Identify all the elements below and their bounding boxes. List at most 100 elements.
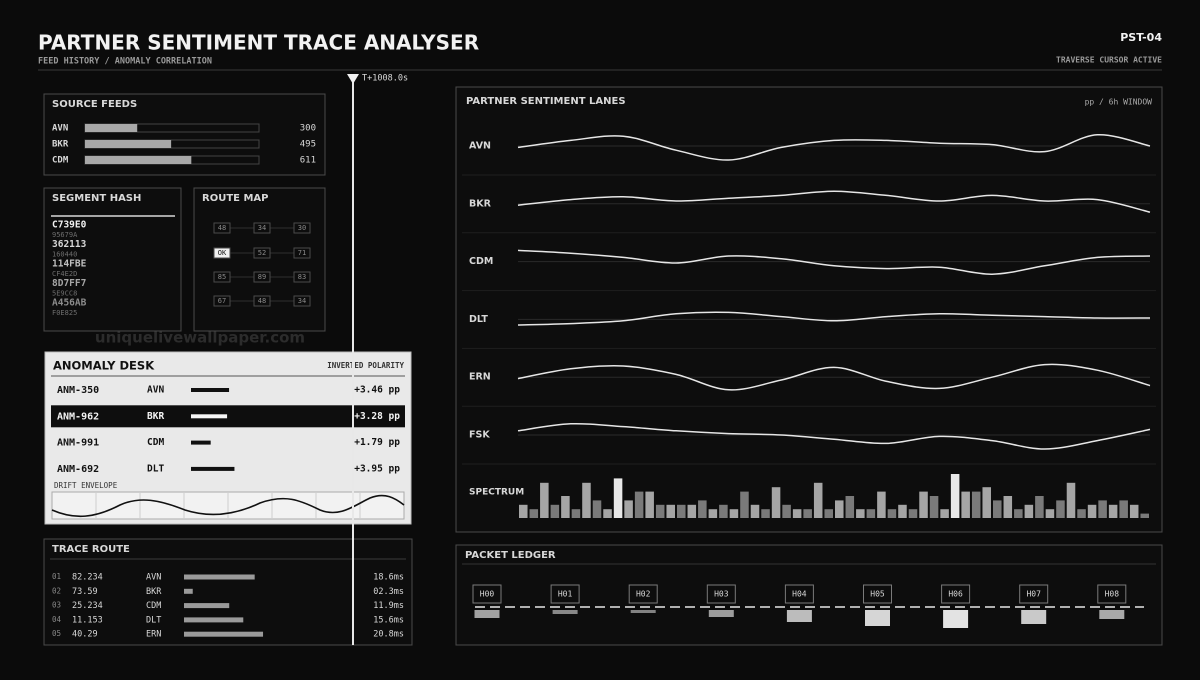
anomaly-bar — [191, 414, 228, 419]
trace-route-panel — [43, 538, 413, 646]
spectrum-bar — [603, 509, 612, 518]
page-subtitle: FEED HISTORY / ANOMALY CORRELATION — [38, 57, 212, 67]
feed-bar — [85, 156, 192, 164]
route-node — [213, 271, 231, 283]
selected-row — [51, 405, 405, 428]
trace-feed: ERN — [146, 630, 161, 640]
spectrum-bar — [592, 500, 602, 518]
legend-label: AVN — [469, 141, 491, 152]
hash-sub: CF4E2D — [52, 270, 77, 278]
hash-sub: 95679A — [52, 231, 78, 239]
ledger-bar — [865, 610, 890, 626]
drift-grid — [95, 492, 361, 519]
anomaly-feed: BKR — [147, 411, 164, 422]
spectrum-bar — [708, 509, 718, 518]
drift-label: DRIFT ENVELOPE — [54, 481, 118, 490]
spectrum-bar — [666, 504, 675, 518]
route-value: 89 — [258, 273, 266, 281]
spectrum-bar — [982, 487, 991, 518]
spectrum-bar — [613, 478, 623, 518]
cursor-label: T+1008.0s — [362, 74, 408, 84]
spectrum-bar — [971, 491, 981, 518]
content: AVN 300 BKR 495 CDM 611 C739E095679A3621131604… — [51, 123, 1156, 640]
lane-line — [517, 311, 1151, 326]
ledger-label: H04 — [792, 590, 807, 599]
trace-latency: 18.6ms — [373, 573, 404, 583]
hash-code: 114FBE — [52, 259, 87, 270]
anomaly-value: +3.28 pp — [354, 411, 400, 422]
trace-feed: CDM — [146, 601, 161, 611]
spectrum-bar — [877, 491, 886, 518]
status: TRAVERSE CURSOR ACTIVE — [1056, 56, 1162, 65]
spectrum-bar — [519, 504, 528, 518]
spectrum-bar — [655, 504, 665, 518]
trace-feed: DLT — [146, 615, 161, 625]
route-node — [253, 247, 271, 259]
panel-title: PACKET LEDGER — [465, 550, 556, 561]
panel-title: ANOMALY DESK — [53, 359, 155, 373]
panel-tag: INVERTED POLARITY — [327, 361, 404, 370]
route-node — [293, 271, 311, 283]
ledger-node — [550, 584, 580, 604]
spectrum-bar — [761, 509, 770, 518]
hash-code: C739E0 — [52, 220, 87, 231]
drift-wave — [51, 494, 405, 518]
route-value: 34 — [258, 224, 266, 232]
trace-index: 03 — [52, 601, 61, 610]
ledger-label: H03 — [714, 590, 729, 599]
ledger-node — [941, 584, 971, 604]
anomaly-id: ANM-692 — [57, 464, 99, 475]
spectrum-bar — [771, 487, 781, 518]
ledger-bar — [708, 610, 734, 617]
spectrum-bar — [835, 500, 844, 518]
spectrum-bar — [856, 509, 865, 518]
route-node — [293, 247, 311, 259]
trace-value: 40.29 — [72, 630, 98, 640]
feed-bar — [85, 124, 138, 132]
panel-title: TRACE ROUTE — [52, 544, 130, 555]
ledger-node — [628, 584, 658, 604]
spectrum-bar — [1056, 500, 1065, 518]
spectrum-bar — [687, 504, 697, 518]
feed-label: BKR — [52, 140, 69, 150]
trace-bar — [184, 631, 264, 637]
ledger-bar — [630, 610, 656, 613]
route-node — [213, 247, 231, 259]
hash-code: 362113 — [52, 239, 87, 250]
spectrum-bar — [803, 509, 812, 518]
trace-bar — [184, 603, 230, 609]
spectrum-bar — [1129, 504, 1139, 518]
hash-code: 8D7FF7 — [52, 278, 86, 289]
ledger-bar — [474, 610, 500, 618]
spectrum-bar — [845, 496, 855, 518]
spectrum-bar — [961, 491, 970, 518]
trace-latency: 11.9ms — [373, 601, 404, 611]
trace-value: 25.234 — [72, 601, 103, 611]
spectrum-bar — [1108, 504, 1118, 518]
trace-latency: 02.3ms — [373, 587, 404, 597]
hash-sub: F0E825 — [52, 309, 77, 317]
feed-label: AVN — [52, 124, 68, 134]
spectrum-bar — [1066, 482, 1076, 518]
route-node — [253, 222, 271, 234]
spectrum-bar — [729, 509, 739, 518]
spectrum-bar — [1003, 496, 1013, 518]
panel-title: ROUTE MAP — [202, 193, 268, 204]
trace-index: 02 — [52, 586, 61, 595]
spectrum-bar — [540, 482, 549, 518]
spectrum-bar — [1119, 500, 1128, 518]
watermark: uniquelivewallpaper.com — [95, 329, 305, 347]
page-code: PST-04 — [1120, 31, 1162, 44]
cursor-marker — [347, 74, 359, 84]
route-value: 52 — [258, 249, 266, 257]
ledger-bar — [1099, 610, 1125, 619]
lane-line — [517, 422, 1151, 450]
spectrum-bar — [719, 504, 728, 518]
spectrum-bar — [698, 500, 707, 518]
ledger-label: H07 — [1026, 590, 1041, 599]
trace-bar — [184, 617, 244, 623]
anomaly-feed: AVN — [147, 385, 164, 396]
lane-line — [517, 134, 1151, 161]
anomaly-id: ANM-991 — [57, 438, 99, 449]
spectrum-bar — [940, 509, 949, 518]
